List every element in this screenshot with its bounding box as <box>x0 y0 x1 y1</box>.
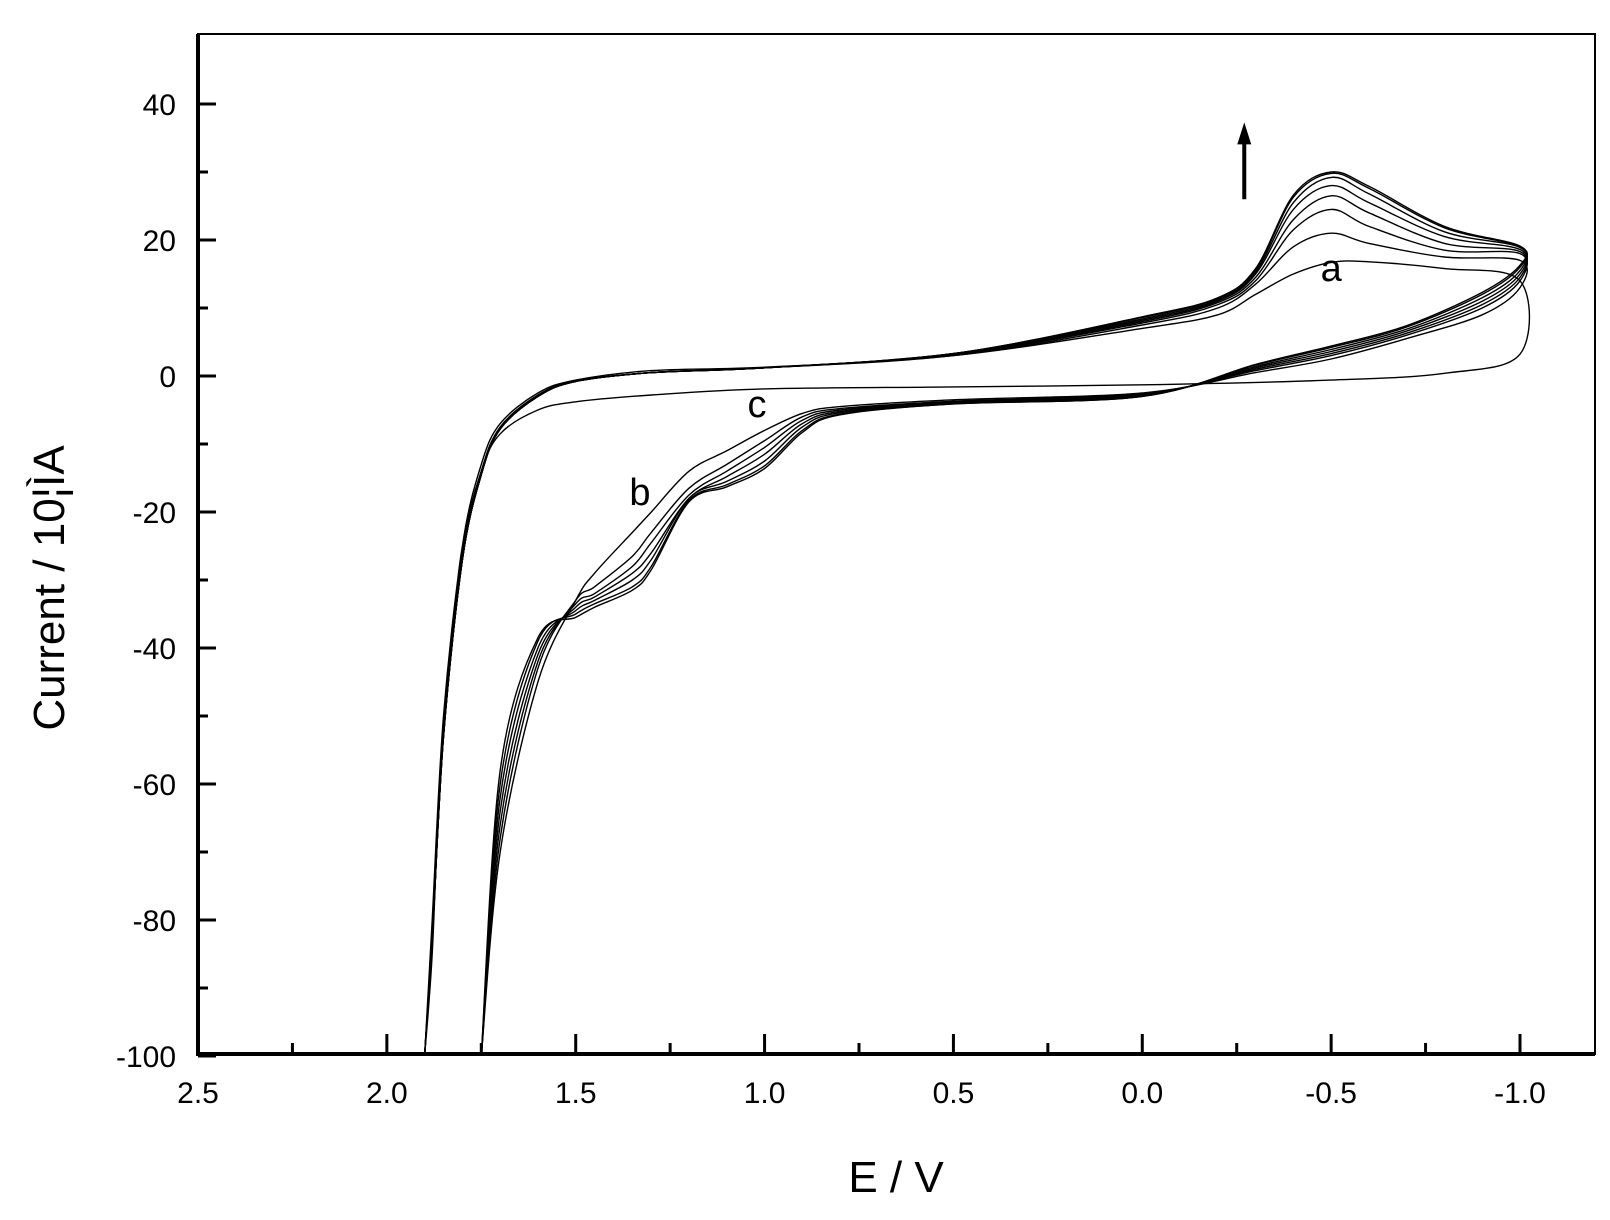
y-tick-label: 20 <box>143 225 176 258</box>
scan-increase-arrow <box>1237 122 1252 200</box>
cv-scan-8 <box>423 171 1528 1057</box>
plot-frame <box>197 33 1596 1055</box>
cv-scan-2 <box>423 232 1528 1057</box>
x-axis-label: E / V <box>848 1153 944 1202</box>
y-tick-label: -60 <box>133 769 176 802</box>
x-tick-label: 2.0 <box>366 1077 408 1110</box>
x-tick-label: -0.5 <box>1305 1077 1357 1110</box>
curve-label-b: b <box>629 472 650 514</box>
cv-scan-6 <box>423 176 1528 1057</box>
cv-scan-5 <box>423 184 1528 1057</box>
x-tick-label: 0.5 <box>933 1077 975 1110</box>
y-tick-label: 0 <box>159 361 176 394</box>
arrow-head <box>1237 122 1252 145</box>
cv-scan-4 <box>423 195 1528 1057</box>
y-tick-label: 40 <box>143 89 176 122</box>
y-tick-label: -20 <box>133 497 176 530</box>
x-tick-label: 2.5 <box>177 1077 219 1110</box>
cv-scan-3 <box>423 208 1528 1057</box>
cv-scan-7 <box>423 172 1528 1057</box>
x-tick-label: 0.0 <box>1121 1077 1163 1110</box>
tick-labels: 2.5 2.0 1.5 1.0 0.5 0.0 -0.5 -1.0 40 20 0 -20 -40 -60… <box>116 89 1546 1110</box>
y-tick-label: -100 <box>116 1041 176 1074</box>
x-tick-label: 1.0 <box>744 1077 786 1110</box>
x-tick-label: 1.5 <box>555 1077 597 1110</box>
series-group <box>423 171 1531 1057</box>
axis-ticks <box>196 102 1522 1058</box>
curve-label-a: a <box>1321 248 1343 290</box>
y-tick-label: -40 <box>133 633 176 666</box>
annotations: a b c <box>629 248 1342 514</box>
x-tick-label: -1.0 <box>1494 1077 1546 1110</box>
cv-scan-1 <box>423 260 1531 1057</box>
curve-label-c: c <box>748 384 767 426</box>
y-axis-label: Current / 10¦ÌA <box>25 445 74 731</box>
y-tick-label: -80 <box>133 905 176 938</box>
